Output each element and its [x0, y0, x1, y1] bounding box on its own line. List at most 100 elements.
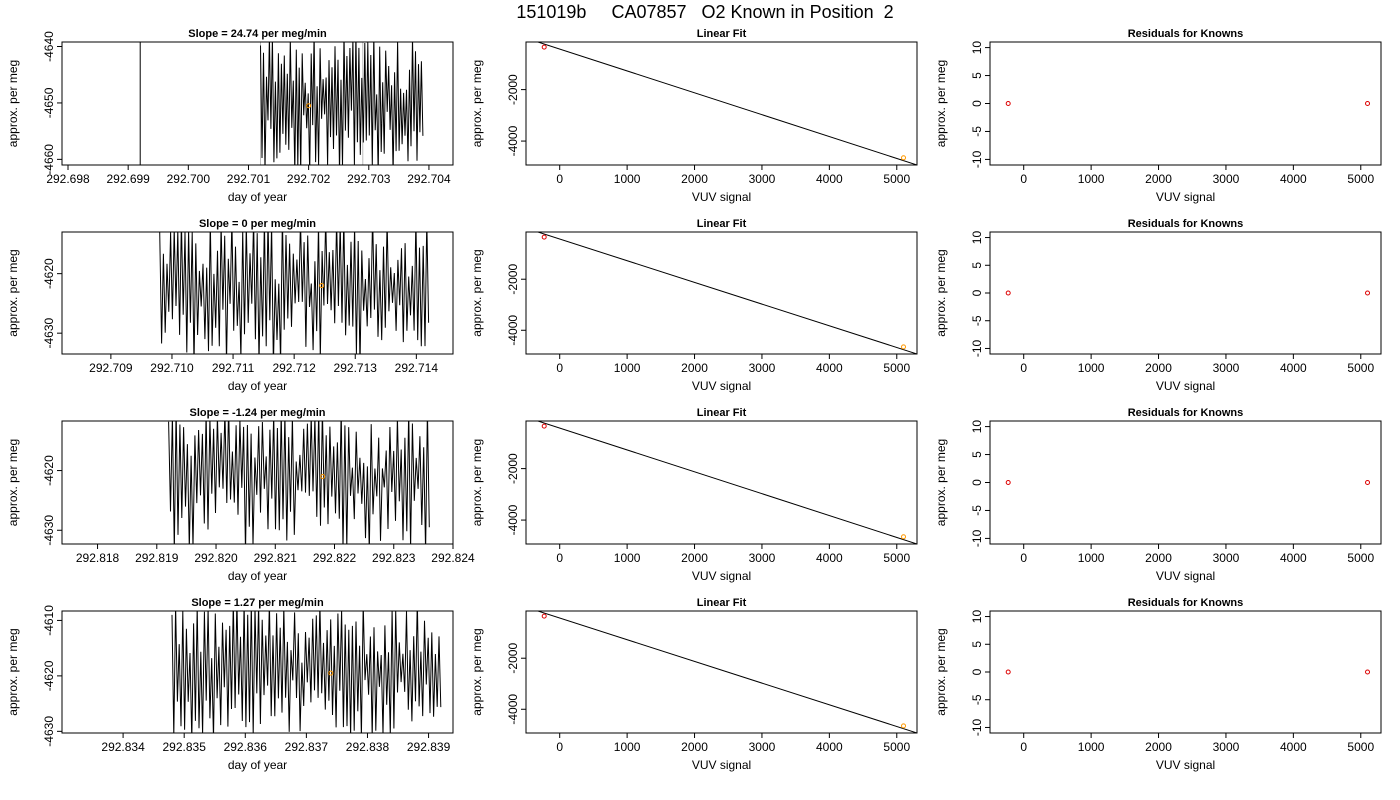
x-tick-label: 2000 — [1145, 172, 1172, 186]
panel-title: Residuals for Knowns — [1128, 28, 1244, 40]
y-axis-title: approx. per meg — [934, 249, 948, 336]
x-tick-label: 292.700 — [167, 172, 211, 186]
x-axis-title: VUV signal — [1156, 569, 1215, 583]
x-tick-label: 292.701 — [227, 172, 271, 186]
panel-title: Slope = 0 per meg/min — [199, 218, 316, 230]
x-tick-label: 3000 — [1213, 172, 1240, 186]
data-point — [1365, 101, 1371, 106]
data-point — [1005, 480, 1011, 485]
mean-marker — [320, 474, 326, 480]
data-point — [901, 344, 907, 350]
y-tick-label: -4640 — [42, 31, 56, 62]
x-tick-label: 292.699 — [106, 172, 150, 186]
plot-frame — [989, 231, 1382, 355]
data-point — [901, 534, 907, 540]
y-tick-label: -4000 — [506, 694, 520, 725]
y-tick-label: 10 — [970, 231, 984, 245]
plot-area — [536, 421, 917, 544]
y-tick-label: 5 — [970, 72, 984, 79]
x-tick-label: 5000 — [883, 740, 910, 754]
y-tick-label: -4000 — [506, 315, 520, 346]
panel-title: Residuals for Knowns — [1128, 407, 1244, 419]
trace-line — [168, 421, 430, 544]
x-axis-title: VUV signal — [1156, 190, 1215, 204]
data-point — [1365, 480, 1371, 485]
data-point — [541, 44, 547, 50]
x-tick-label: 292.819 — [135, 551, 179, 565]
panel-title: Linear Fit — [697, 597, 747, 609]
x-tick-label: 5000 — [883, 172, 910, 186]
x-tick-label: 292.698 — [46, 172, 90, 186]
x-tick-label: 5000 — [1347, 361, 1374, 375]
data-point — [541, 423, 547, 429]
plot-area — [1005, 480, 1371, 485]
fit-line — [536, 232, 917, 354]
x-axis-title: day of year — [228, 190, 287, 204]
x-tick-label: 2000 — [681, 740, 708, 754]
y-axis-title: approx. per meg — [470, 628, 484, 715]
plot-area — [536, 611, 917, 733]
panel-r3-fit: Linear Fit 0 1000 2000 3000 4000 5000 -2000 -400… — [470, 407, 918, 583]
plot-area — [1005, 101, 1371, 106]
panel-r3-trace: Slope = -1.24 per meg/min 292.818 292.819 2… — [6, 407, 475, 583]
data-point — [1365, 669, 1371, 675]
plot-frame — [61, 420, 454, 545]
plot-area — [1005, 290, 1371, 296]
x-tick-label: 5000 — [1347, 172, 1374, 186]
data-point — [1005, 101, 1011, 106]
y-axis-title: approx. per meg — [6, 249, 20, 336]
x-tick-label: 4000 — [816, 361, 843, 375]
mean-marker — [328, 670, 334, 676]
x-tick-label: 292.839 — [407, 740, 451, 754]
data-point — [901, 155, 907, 161]
y-tick-label: 5 — [970, 641, 984, 648]
x-tick-label: 0 — [1020, 361, 1027, 375]
plot-frame — [61, 610, 454, 734]
panel-r1-fit: Linear Fit 0 1000 2000 3000 4000 5000 -2000 -400… — [470, 28, 918, 204]
x-tick-label: 4000 — [1280, 361, 1307, 375]
y-tick-label: 10 — [970, 420, 984, 434]
x-tick-label: 2000 — [681, 361, 708, 375]
x-tick-label: 292.703 — [347, 172, 391, 186]
x-tick-label: 0 — [1020, 172, 1027, 186]
panel-title: Residuals for Knowns — [1128, 597, 1244, 609]
panel-r3-resid: Residuals for Knowns 0 1000 2000 3000 4000 500… — [934, 407, 1382, 583]
x-tick-label: 1000 — [1078, 740, 1105, 754]
x-tick-label: 0 — [556, 551, 563, 565]
x-tick-label: 4000 — [1280, 172, 1307, 186]
plot-frame — [989, 420, 1382, 545]
y-tick-label: -10 — [970, 718, 984, 736]
data-point — [1005, 669, 1011, 675]
data-point — [1365, 290, 1371, 296]
x-tick-label: 4000 — [816, 740, 843, 754]
data-point — [541, 613, 547, 619]
x-tick-label: 0 — [1020, 740, 1027, 754]
y-tick-label: -2000 — [506, 264, 520, 295]
y-tick-label: -4660 — [42, 144, 56, 175]
x-tick-label: 1000 — [1078, 551, 1105, 565]
y-tick-label: 10 — [970, 41, 984, 55]
x-tick-label: 3000 — [1213, 740, 1240, 754]
y-tick-label: -5 — [970, 315, 984, 326]
x-tick-label: 292.836 — [224, 740, 268, 754]
y-tick-label: -10 — [970, 150, 984, 168]
y-tick-label: -10 — [970, 339, 984, 357]
data-point — [541, 234, 547, 240]
y-tick-label: -4630 — [42, 318, 56, 349]
x-tick-label: 1000 — [614, 740, 641, 754]
x-axis-title: VUV signal — [692, 758, 751, 772]
panel-title: Linear Fit — [697, 407, 747, 419]
x-tick-label: 3000 — [749, 361, 776, 375]
x-axis-title: day of year — [228, 758, 287, 772]
x-tick-label: 292.714 — [395, 361, 439, 375]
y-axis-title: approx. per meg — [470, 249, 484, 336]
x-tick-label: 0 — [1020, 551, 1027, 565]
panel-title: Linear Fit — [697, 218, 747, 230]
x-tick-label: 292.823 — [372, 551, 416, 565]
y-tick-label: 5 — [970, 262, 984, 269]
panel-r2-fit: Linear Fit 0 1000 2000 3000 4000 5000 -2000 -400… — [470, 218, 918, 393]
x-tick-label: 3000 — [749, 172, 776, 186]
x-tick-label: 0 — [556, 361, 563, 375]
x-tick-label: 292.713 — [334, 361, 378, 375]
